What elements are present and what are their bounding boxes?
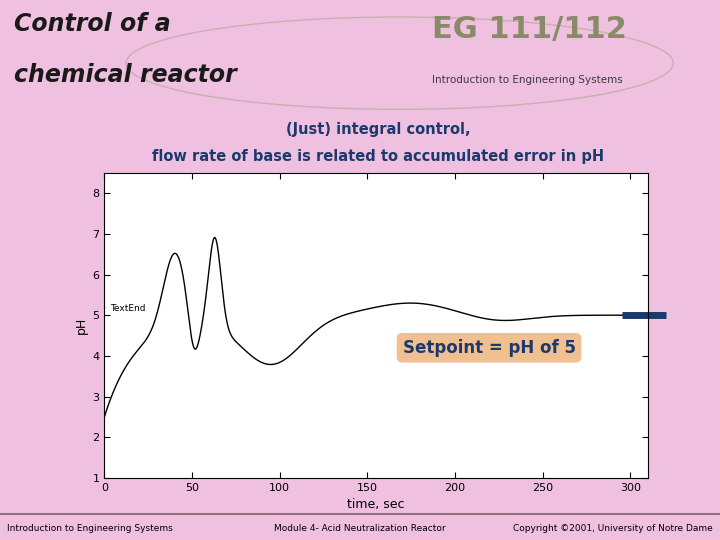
Text: Setpoint = pH of 5: Setpoint = pH of 5 [402, 339, 575, 357]
Text: EG 111/112: EG 111/112 [432, 15, 627, 44]
Text: Module 4- Acid Neutralization Reactor: Module 4- Acid Neutralization Reactor [274, 524, 446, 533]
Text: TextEnd: TextEnd [109, 304, 145, 313]
Text: Control of a: Control of a [14, 12, 171, 36]
Text: flow rate of base is related to accumulated error in pH: flow rate of base is related to accumula… [152, 149, 604, 164]
Y-axis label: pH: pH [76, 317, 89, 334]
Text: Copyright ©2001, University of Notre Dame: Copyright ©2001, University of Notre Dam… [513, 524, 713, 533]
X-axis label: time, sec: time, sec [348, 498, 405, 511]
Text: chemical reactor: chemical reactor [14, 63, 237, 87]
Text: (Just) integral control,: (Just) integral control, [286, 123, 470, 137]
Text: Introduction to Engineering Systems: Introduction to Engineering Systems [432, 75, 623, 85]
Text: Introduction to Engineering Systems: Introduction to Engineering Systems [7, 524, 173, 533]
